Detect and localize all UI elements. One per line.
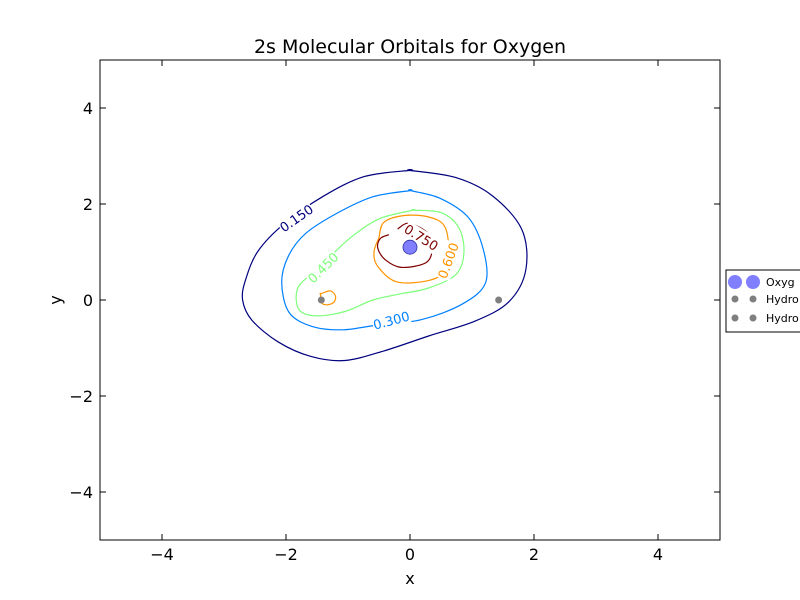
contour-label-gap (400, 220, 442, 255)
legend-marker (731, 295, 739, 303)
legend-label: Hydro (766, 312, 799, 325)
legend-label: Hydro (766, 293, 799, 306)
oxygen-atom-marker (402, 239, 418, 255)
y-tick-label: 0 (83, 291, 93, 310)
x-tick-label: 4 (653, 545, 663, 564)
axis-ticks: −4 −2 0 2 4 −4 −2 0 2 4 (69, 60, 720, 564)
x-tick-label: 2 (529, 545, 539, 564)
x-tick-label: −2 (274, 545, 298, 564)
legend-marker (746, 275, 760, 289)
x-tick-label: 0 (405, 545, 415, 564)
contour-0.600 (319, 290, 337, 306)
legend-marker (749, 314, 757, 322)
y-tick-label: 2 (83, 195, 93, 214)
x-axis-label: x (405, 569, 414, 588)
legend: Oxyg Hydro Hydro (725, 269, 800, 333)
contour-label-gap (370, 307, 412, 334)
legend-label: Oxyg (766, 276, 795, 289)
hydrogen-atom-marker (317, 296, 325, 304)
legend-marker (728, 275, 742, 289)
chart-title: 2s Molecular Orbitals for Oxygen (254, 36, 566, 58)
x-tick-label: −4 (150, 545, 174, 564)
y-axis-label: y (46, 295, 65, 304)
legend-marker (731, 314, 739, 322)
y-tick-label: −2 (69, 387, 93, 406)
y-tick-label: 4 (83, 99, 93, 118)
contour-label-gap (276, 200, 317, 236)
contour-label-gap (434, 240, 463, 282)
legend-marker (749, 295, 757, 303)
contour-0.150 (241, 168, 528, 362)
hydrogen-atom-marker (495, 296, 503, 304)
contour-label-gap (304, 248, 343, 287)
y-tick-label: −4 (69, 483, 93, 502)
contour-0.300 (281, 189, 488, 331)
